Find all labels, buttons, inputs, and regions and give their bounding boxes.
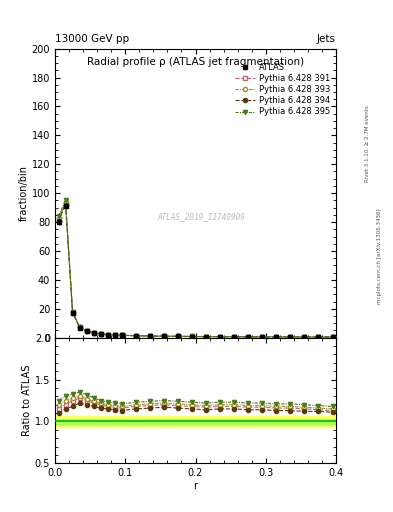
Text: Radial profile ρ (ATLAS jet fragmentation): Radial profile ρ (ATLAS jet fragmentatio…	[87, 57, 304, 67]
Text: ATLAS_2019_I1740909: ATLAS_2019_I1740909	[157, 212, 245, 221]
Text: Jets: Jets	[317, 33, 336, 44]
Text: mcplots.cern.ch [arXiv:1306.3436]: mcplots.cern.ch [arXiv:1306.3436]	[377, 208, 382, 304]
Y-axis label: fraction/bin: fraction/bin	[19, 165, 29, 221]
Text: Rivet 3.1.10, ≥ 2.7M events: Rivet 3.1.10, ≥ 2.7M events	[365, 105, 370, 182]
Legend: ATLAS, Pythia 6.428 391, Pythia 6.428 393, Pythia 6.428 394, Pythia 6.428 395: ATLAS, Pythia 6.428 391, Pythia 6.428 39…	[233, 61, 332, 118]
X-axis label: r: r	[193, 481, 198, 491]
Text: 13000 GeV pp: 13000 GeV pp	[55, 33, 129, 44]
Y-axis label: Ratio to ATLAS: Ratio to ATLAS	[22, 365, 32, 436]
